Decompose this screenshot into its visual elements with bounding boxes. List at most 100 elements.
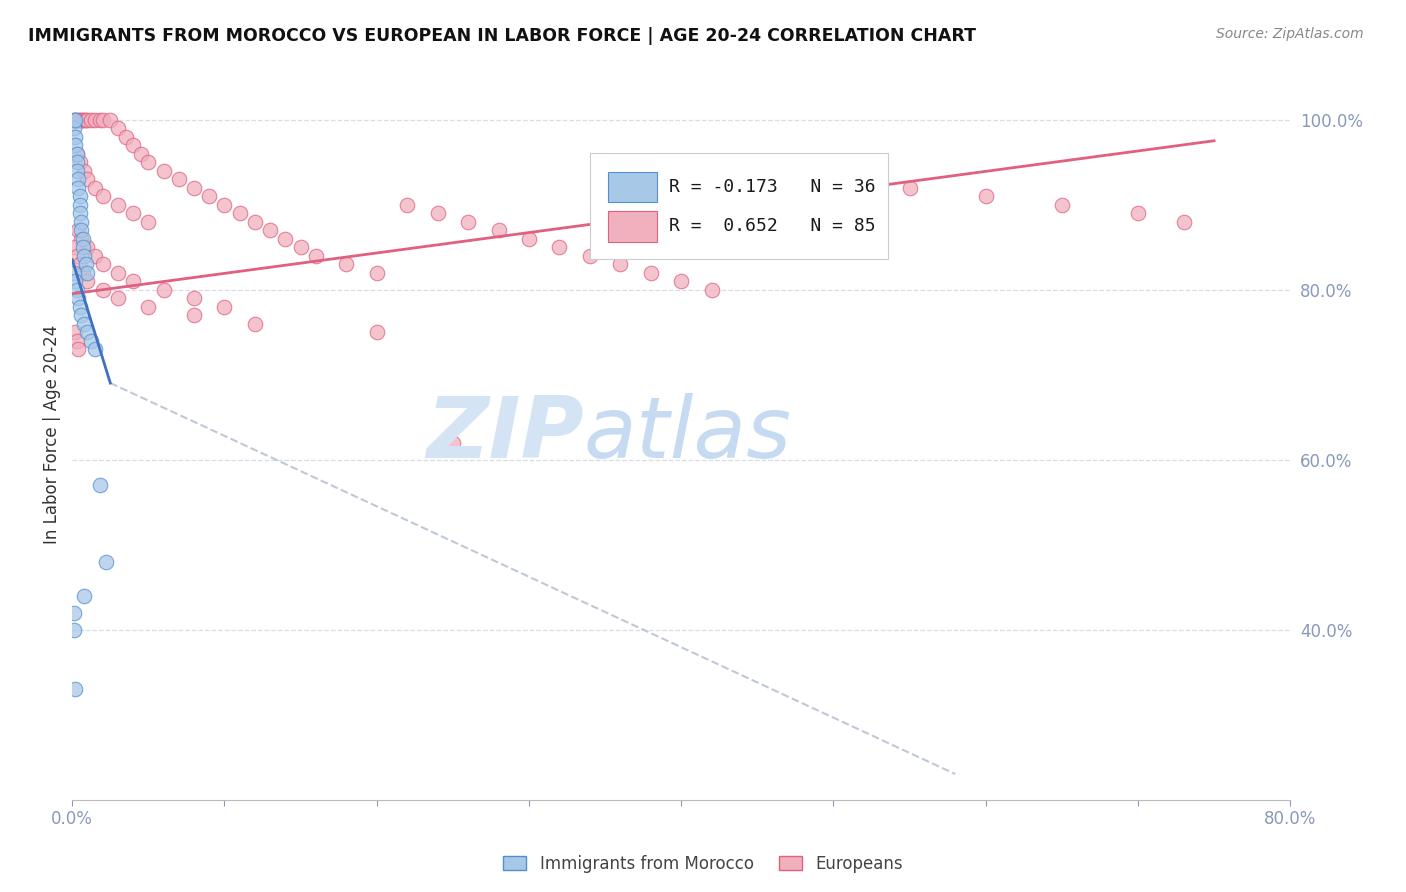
Point [122, 138, 145, 153]
Point [198, 189, 221, 203]
Point [62, 112, 84, 127]
Point [91, 189, 114, 203]
Point [91, 283, 114, 297]
Point [73, 163, 96, 178]
Point [69, 206, 91, 220]
Point [243, 317, 266, 331]
Point [122, 274, 145, 288]
Point [167, 172, 190, 186]
Point [91, 112, 114, 127]
Point [66, 163, 89, 178]
Point [62, 121, 84, 136]
Point [107, 291, 129, 305]
Point [441, 435, 464, 450]
Point [84, 112, 107, 127]
Point [1126, 206, 1149, 220]
Point [84, 248, 107, 262]
Text: R =  0.652   N = 85: R = 0.652 N = 85 [669, 218, 876, 235]
Point [700, 283, 723, 297]
Point [747, 163, 769, 178]
Y-axis label: In Labor Force | Age 20-24: In Labor Force | Age 20-24 [44, 325, 60, 543]
Point [69, 300, 91, 314]
Point [609, 257, 631, 271]
Point [72, 266, 94, 280]
Point [107, 197, 129, 211]
Point [69, 155, 91, 169]
Point [75, 257, 97, 271]
Point [457, 214, 479, 228]
Point [335, 257, 357, 271]
Point [214, 197, 236, 211]
Point [65, 325, 87, 339]
Point [67, 223, 90, 237]
Point [79, 112, 101, 127]
Point [114, 129, 136, 144]
Point [517, 231, 540, 245]
Point [65, 112, 87, 127]
Point [152, 283, 174, 297]
Point [62, 606, 84, 620]
Point [62, 112, 84, 127]
Point [67, 172, 90, 186]
Point [366, 266, 388, 280]
Point [84, 342, 107, 356]
Point [259, 223, 281, 237]
Point [65, 138, 87, 153]
Point [94, 555, 117, 569]
Point [66, 146, 89, 161]
Point [67, 180, 90, 194]
Point [183, 291, 205, 305]
Point [214, 300, 236, 314]
Point [91, 257, 114, 271]
Point [73, 589, 96, 603]
Point [1050, 197, 1073, 211]
Text: Source: ZipAtlas.com: Source: ZipAtlas.com [1216, 27, 1364, 41]
Point [274, 231, 297, 245]
Point [65, 129, 87, 144]
Point [898, 180, 921, 194]
Text: IMMIGRANTS FROM MOROCCO VS EUROPEAN IN LABOR FORCE | AGE 20-24 CORRELATION CHART: IMMIGRANTS FROM MOROCCO VS EUROPEAN IN L… [28, 27, 976, 45]
Point [89, 478, 111, 492]
Point [138, 155, 160, 169]
Legend: Immigrants from Morocco, Europeans: Immigrants from Morocco, Europeans [496, 848, 910, 880]
Point [66, 334, 89, 348]
Point [67, 112, 90, 127]
Point [366, 325, 388, 339]
Point [70, 112, 93, 127]
Point [62, 266, 84, 280]
Point [69, 189, 91, 203]
Point [129, 146, 152, 161]
Point [76, 274, 98, 288]
Point [70, 214, 93, 228]
Point [70, 231, 93, 245]
Bar [609, 171, 657, 202]
Point [138, 300, 160, 314]
Point [183, 180, 205, 194]
Point [76, 325, 98, 339]
Point [72, 231, 94, 245]
Point [66, 112, 89, 127]
Bar [609, 211, 657, 242]
Point [72, 112, 94, 127]
Point [65, 681, 87, 696]
Point [69, 257, 91, 271]
Point [76, 266, 98, 280]
Point [243, 214, 266, 228]
Point [396, 197, 419, 211]
Point [426, 206, 449, 220]
Text: R = -0.173   N = 36: R = -0.173 N = 36 [669, 178, 876, 196]
Point [67, 291, 90, 305]
Point [79, 334, 101, 348]
Point [98, 112, 121, 127]
Point [73, 112, 96, 127]
Point [974, 189, 997, 203]
Point [548, 240, 571, 254]
Point [69, 112, 91, 127]
Point [76, 112, 98, 127]
Point [84, 180, 107, 194]
Point [579, 248, 602, 262]
Point [107, 121, 129, 136]
Point [70, 308, 93, 322]
Point [76, 172, 98, 186]
Point [72, 240, 94, 254]
